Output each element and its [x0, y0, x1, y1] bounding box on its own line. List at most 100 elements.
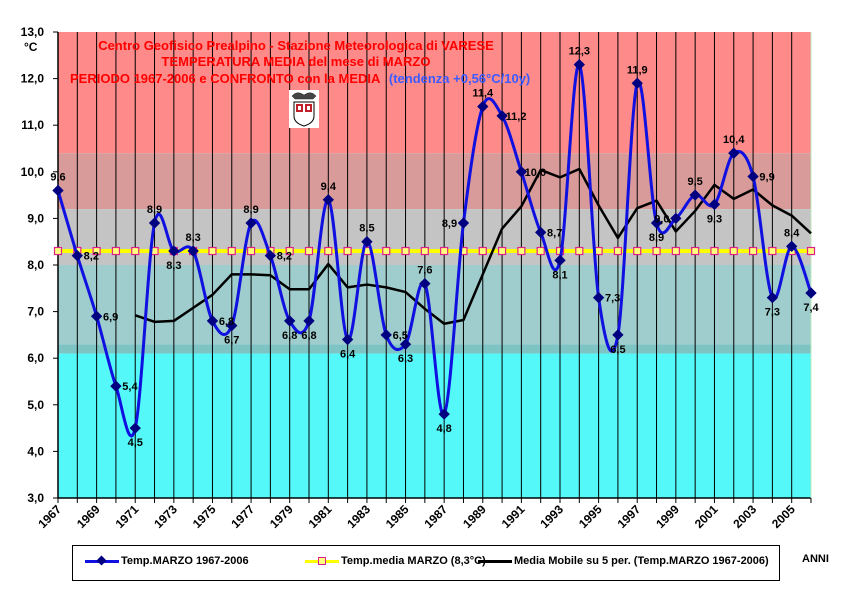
data-label: 6,8 — [301, 330, 316, 342]
mean-marker — [111, 246, 121, 256]
data-label: 11,2 — [506, 111, 527, 123]
x-tick-label: 1995 — [576, 502, 605, 531]
mean-marker — [517, 246, 526, 256]
moving-average-line — [134, 167, 812, 325]
temperature-marker — [245, 217, 257, 229]
data-label: 6,4 — [340, 349, 356, 361]
mean-marker — [652, 246, 661, 256]
temperature-marker — [187, 245, 199, 257]
legend-item-mean: Temp.media MARZO (8,3°C) — [305, 555, 486, 567]
legend-label: Temp.media MARZO (8,3°C) — [341, 555, 486, 567]
x-tick-label: 2001 — [692, 502, 721, 531]
data-label: 8,2 — [84, 251, 99, 263]
x-tick-label: 1967 — [35, 502, 64, 531]
mean-marker — [285, 246, 294, 256]
data-label: 7,6 — [417, 265, 432, 277]
mean-marker — [478, 246, 487, 256]
x-tick-label: 1991 — [499, 502, 528, 531]
temperature-marker — [457, 217, 470, 229]
data-label: 9,9 — [759, 171, 774, 183]
x-axis-title: ANNI — [802, 553, 829, 565]
data-label: 8,3 — [166, 260, 181, 272]
temperature-marker — [226, 319, 238, 332]
x-tick-label: 2005 — [769, 502, 798, 531]
data-label: 8,5 — [359, 223, 374, 235]
legend-item-moving-average: Media Mobile su 5 per. (Temp.MARZO 1967-… — [478, 555, 769, 567]
background-band — [58, 265, 811, 345]
mean-marker — [208, 246, 217, 256]
data-label: 12,3 — [569, 46, 590, 58]
temperature-marker — [361, 236, 373, 248]
temperature-marker — [322, 194, 334, 206]
data-label: 9,3 — [707, 213, 722, 225]
data-label: 10,0 — [525, 167, 546, 179]
moving-average-series — [134, 167, 812, 325]
mean-marker — [633, 246, 642, 256]
legend-swatch-square-icon — [305, 555, 339, 567]
temperature-marker — [284, 315, 296, 327]
x-tick-label: 1983 — [344, 502, 373, 531]
legend: Temp.MARZO 1967-2006 Temp.media MARZO (8… — [72, 545, 780, 581]
mean-marker — [768, 246, 777, 256]
mean-series — [53, 246, 816, 256]
temperature-marker — [728, 147, 740, 159]
data-label: 4,8 — [437, 423, 452, 435]
mean-marker — [246, 246, 256, 256]
data-label: 8,7 — [547, 227, 562, 239]
data-label: 5,4 — [122, 381, 138, 393]
data-label: 6,7 — [224, 335, 239, 347]
mean-marker — [227, 246, 236, 256]
temperature-marker — [399, 338, 412, 350]
temperature-marker — [766, 291, 779, 304]
x-tick-label: 2003 — [730, 502, 759, 531]
mean-marker — [594, 246, 603, 256]
data-label: 7,3 — [605, 293, 620, 305]
x-tick-label: 1979 — [267, 502, 296, 531]
mean-marker — [613, 246, 623, 256]
data-label: 6,3 — [398, 353, 413, 365]
x-tick-label: 1993 — [537, 502, 566, 531]
temperature-marker — [515, 166, 528, 178]
x-tick-label: 1973 — [151, 502, 180, 531]
x-tick-label: 1969 — [74, 502, 103, 531]
data-label: 8,2 — [277, 251, 292, 263]
mean-marker — [691, 246, 700, 256]
legend-swatch-line-icon — [478, 555, 512, 567]
y-tick-label: 8,0 — [27, 258, 44, 272]
x-tick-label: 1975 — [190, 502, 219, 531]
temperature-marker — [805, 287, 817, 299]
data-label: 8,3 — [186, 232, 201, 244]
mean-marker — [382, 246, 391, 256]
temperature-marker — [52, 184, 64, 197]
title-line-1: Centro Geofisico Prealpino - Stazione Me… — [98, 38, 494, 53]
temperature-series — [52, 58, 817, 438]
x-tick-label: 1989 — [460, 502, 489, 531]
y-tick-label: 13,0 — [21, 25, 45, 39]
data-label: 6,8 — [219, 316, 234, 328]
temperature-marker — [650, 217, 663, 229]
mean-marker — [671, 246, 680, 256]
y-tick-label: 9,0 — [27, 211, 44, 225]
mean-marker — [440, 246, 449, 256]
data-label: 9,4 — [321, 181, 337, 193]
temperature-marker — [786, 240, 798, 253]
temperature-marker — [303, 315, 315, 327]
data-label: 7,3 — [765, 307, 780, 319]
y-tick-label: 5,0 — [27, 398, 44, 412]
temperature-marker — [264, 250, 277, 262]
data-label: 11,9 — [627, 64, 648, 76]
x-tick-labels: 1967 1969 1971 1973 1975 1977 1979 1981 1983 1985… — [35, 502, 798, 531]
x-tick-label: 1977 — [228, 502, 257, 531]
mean-marker — [729, 246, 738, 256]
temperature-marker — [708, 198, 721, 211]
x-tick-label: 1999 — [653, 502, 682, 531]
data-label: 8,9 — [243, 204, 258, 216]
mean-marker — [343, 246, 352, 256]
background-bands — [58, 32, 811, 498]
y-tick-labels: 3,0 4,0 5,0 6,0 7,0 8,0 9,0 10,0 11,0 12,0 13,0 — [21, 25, 45, 505]
chart-title: Centro Geofisico Prealpino - Stazione Me… — [70, 38, 530, 86]
mean-marker — [536, 246, 545, 256]
legend-label: Media Mobile su 5 per. (Temp.MARZO 1967-… — [514, 555, 769, 567]
mean-marker — [748, 246, 758, 256]
temperature-marker — [341, 333, 354, 346]
